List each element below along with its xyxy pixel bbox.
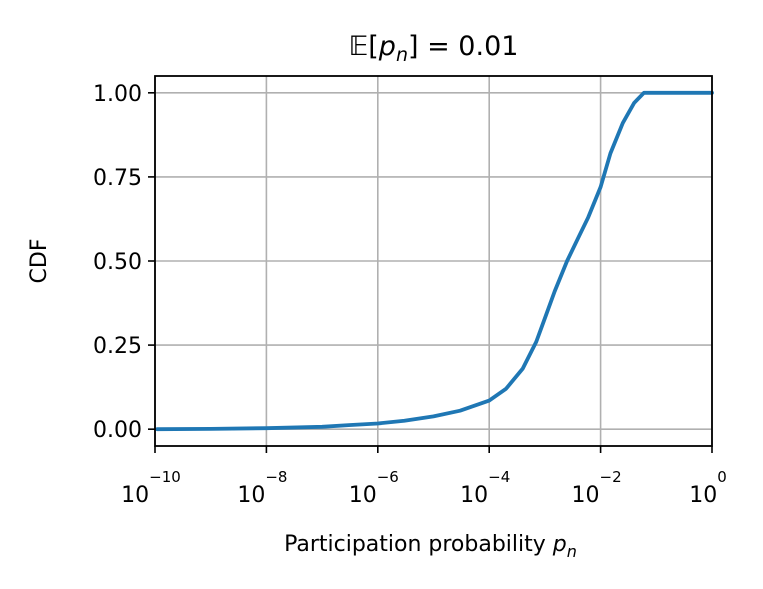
x-tick-label: 10−4	[460, 468, 510, 508]
x-tick-exponent: −8	[265, 468, 287, 486]
y-tick-label: 0.00	[93, 418, 142, 443]
x-tick-base: 10	[121, 483, 149, 508]
cdf-series-line	[155, 90, 714, 432]
y-tick-label: 1.00	[93, 82, 142, 107]
chart-title: 𝔼[pn] = 0.01	[349, 31, 519, 66]
x-tick-base: 10	[460, 483, 488, 508]
x-tick-exponent: −2	[600, 468, 622, 486]
x-tick-label: 10−8	[237, 468, 287, 508]
title-sub: n	[396, 44, 408, 66]
x-tick-exponent: 0	[717, 468, 727, 486]
x-tick-base: 10	[349, 483, 377, 508]
x-tick-exponent: −6	[377, 468, 399, 486]
y-tick-label: 0.50	[93, 250, 142, 275]
x-tick-base: 10	[237, 483, 265, 508]
series-layer	[155, 90, 714, 432]
x-tick-label: 10−10	[121, 468, 181, 508]
x-tick-base: 10	[689, 483, 717, 508]
x-tick-label: 10−6	[349, 468, 399, 508]
ticks: 10−1010−810−610−410−21000.000.250.500.75…	[93, 82, 727, 508]
title-var: p	[378, 31, 396, 62]
y-tick-label: 0.75	[93, 166, 142, 191]
title-prefix: 𝔼[	[349, 31, 379, 62]
x-tick-exponent: −10	[149, 468, 181, 486]
y-axis-label: CDF	[27, 239, 52, 284]
x-axis-label-var: p	[552, 532, 567, 557]
x-axis-label: Participation probability pn	[284, 532, 577, 561]
title-suffix: ] = 0.01	[408, 31, 518, 62]
x-tick-label: 100	[689, 468, 727, 508]
y-tick-label: 0.25	[93, 334, 142, 359]
x-tick-exponent: −4	[488, 468, 510, 486]
x-tick-label: 10−2	[572, 468, 622, 508]
x-axis-label-sub: n	[567, 542, 577, 561]
grid	[154, 76, 713, 446]
x-axis-label-text: Participation probability	[284, 532, 553, 557]
x-tick-base: 10	[572, 483, 600, 508]
